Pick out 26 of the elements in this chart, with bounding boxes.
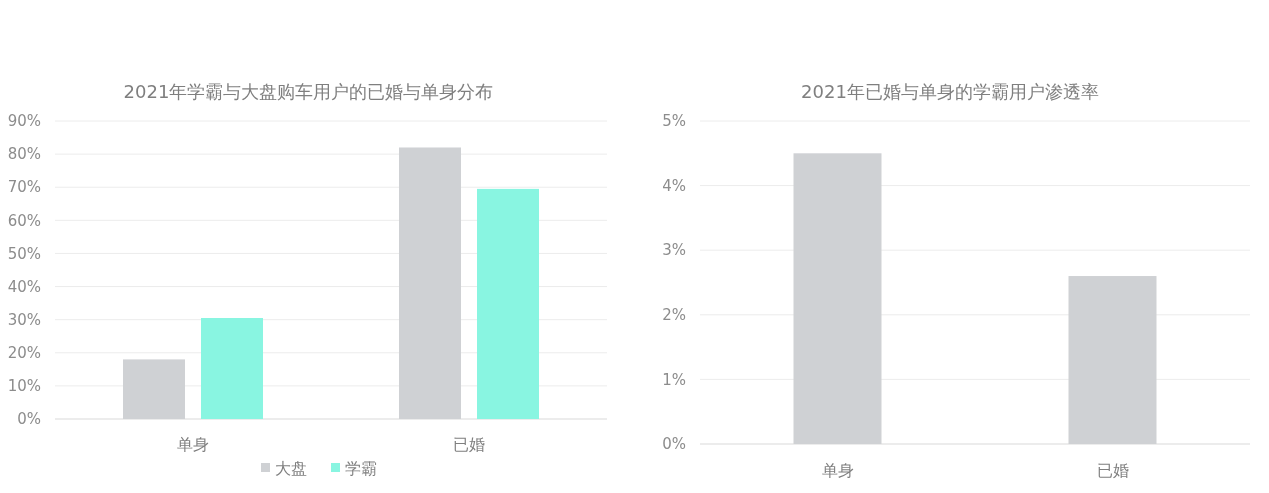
y-tick-label: 60%: [7, 211, 41, 230]
y-tick-label: 80%: [7, 145, 41, 164]
y-tick-label: 30%: [7, 310, 41, 329]
y-tick-label: 70%: [7, 178, 41, 197]
y-tick-label: 50%: [7, 244, 41, 263]
bar: [477, 188, 539, 419]
y-tick-label: 3%: [662, 241, 686, 260]
y-tick-label: 10%: [7, 377, 41, 396]
x-tick-label: 已婚: [1096, 461, 1129, 480]
x-tick-label: 已婚: [453, 435, 485, 454]
y-tick-label: 40%: [7, 277, 41, 296]
y-tick-label: 0%: [17, 410, 41, 429]
legend-label: 学霸: [345, 458, 377, 478]
legend-label: 大盘: [275, 458, 307, 478]
x-tick-label: 单身: [177, 435, 209, 454]
y-tick-label: 2%: [662, 306, 686, 325]
x-tick-label: 单身: [821, 461, 854, 480]
chart-title: 2021年学霸与大盘购车用户的已婚与单身分布: [123, 81, 494, 102]
y-tick-label: 0%: [662, 435, 686, 454]
chart-title: 2021年已婚与单身的学霸用户渗透率: [801, 81, 1099, 102]
y-tick-label: 5%: [662, 112, 686, 131]
y-tick-label: 4%: [662, 176, 686, 195]
bar: [201, 318, 263, 419]
y-tick-label: 1%: [662, 370, 686, 389]
y-tick-label: 90%: [7, 112, 41, 131]
y-tick-label: 20%: [7, 344, 41, 363]
